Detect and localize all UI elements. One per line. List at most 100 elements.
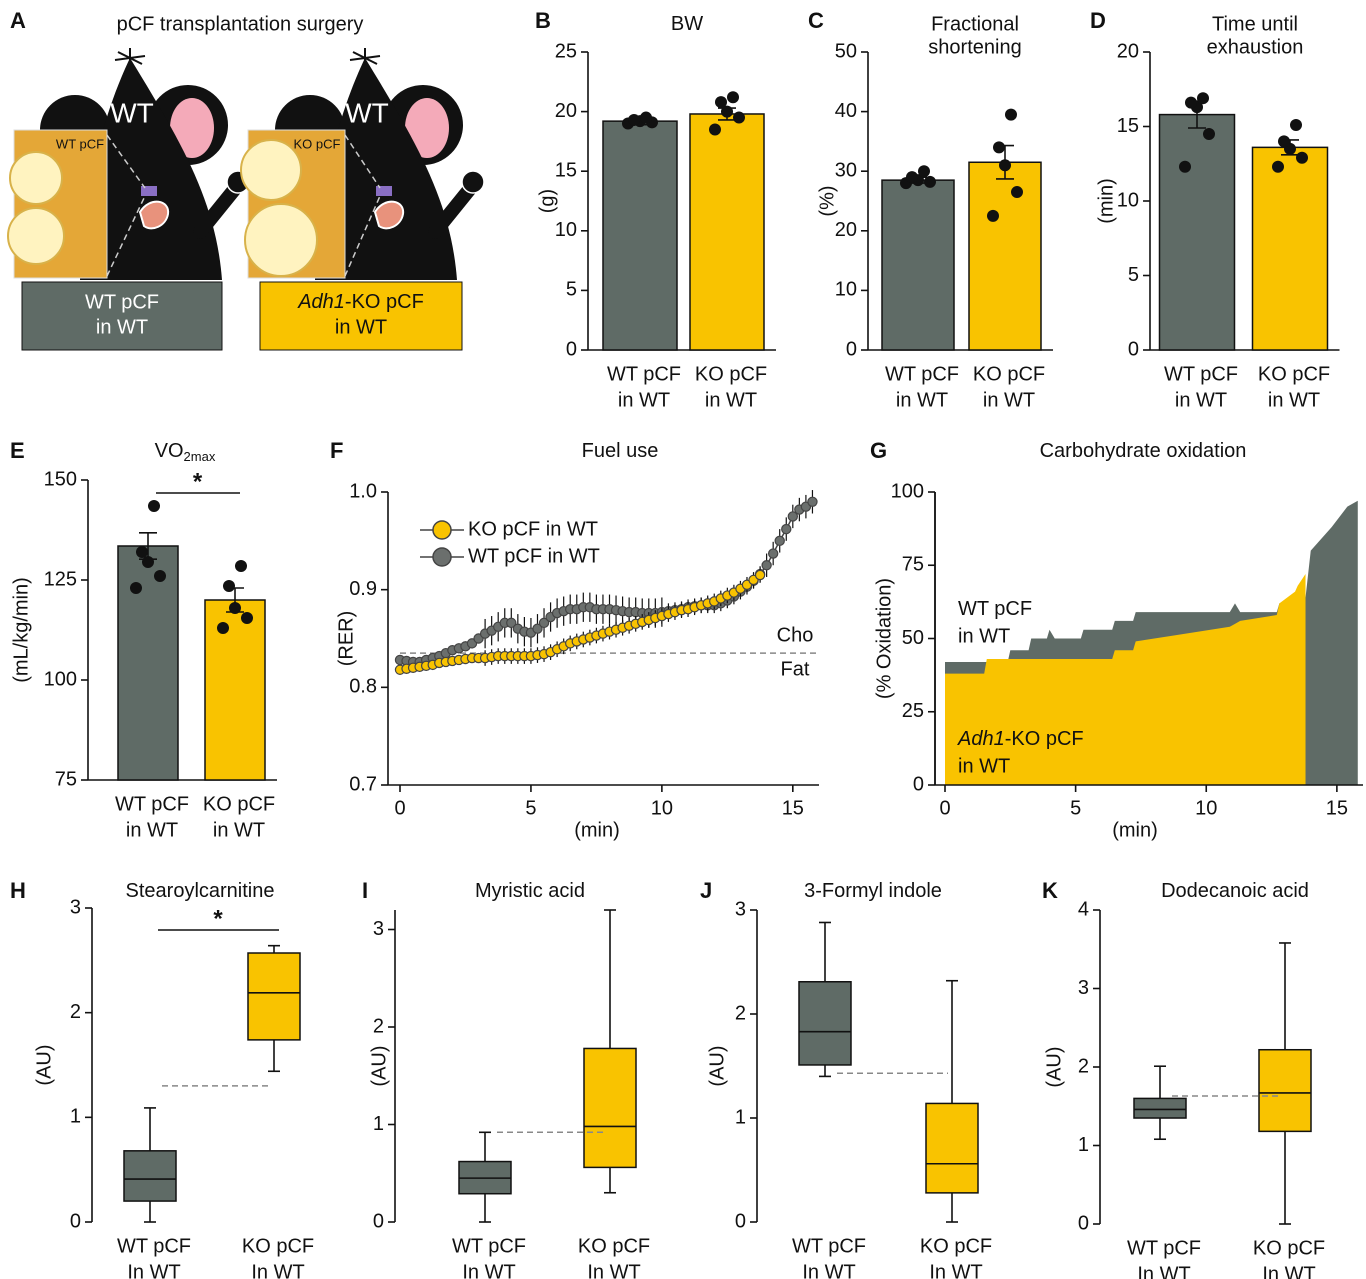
series-point bbox=[769, 549, 778, 558]
data-point bbox=[999, 159, 1011, 171]
chart-title-main: Myristic acid bbox=[475, 880, 585, 902]
y-tick-label: 2 bbox=[1078, 1055, 1089, 1077]
data-point bbox=[1185, 97, 1197, 109]
x-tick-label: In WT bbox=[587, 1261, 640, 1279]
y-axis-label: (%) bbox=[816, 185, 838, 216]
data-point bbox=[727, 91, 739, 103]
cell bbox=[245, 204, 317, 276]
y-axis-label: (min) bbox=[1095, 178, 1117, 224]
chart-title: Stearoylcarnitine bbox=[126, 880, 275, 902]
data-point bbox=[733, 112, 745, 124]
y-tick-label: 5 bbox=[566, 279, 577, 301]
legend-label: WT pCF in WT bbox=[468, 545, 600, 567]
group-label: in WT bbox=[335, 316, 387, 338]
data-point bbox=[235, 560, 247, 572]
series-point bbox=[775, 536, 784, 545]
series-label: WT pCF bbox=[958, 598, 1032, 620]
data-point bbox=[1197, 92, 1209, 104]
box bbox=[1259, 1050, 1311, 1132]
data-point bbox=[1179, 161, 1191, 173]
data-point bbox=[229, 602, 241, 614]
x-tick-label: in WT bbox=[1175, 389, 1227, 411]
y-tick-label: 0.7 bbox=[349, 773, 377, 795]
x-tick-label: WT pCF bbox=[1164, 363, 1238, 385]
chart-title: Fractional bbox=[931, 13, 1019, 35]
x-tick-label: WT pCF bbox=[117, 1235, 191, 1257]
series-point bbox=[808, 497, 817, 506]
y-tick-label: 0.8 bbox=[349, 676, 377, 698]
chart-title-main: Fuel use bbox=[582, 440, 659, 462]
chart-title-main: VO bbox=[155, 440, 184, 462]
chart-title: Carbohydrate oxidation bbox=[1040, 440, 1247, 462]
y-tick-label: 0 bbox=[1078, 1212, 1089, 1234]
y-tick-label: 1 bbox=[373, 1113, 384, 1135]
box bbox=[584, 1048, 636, 1167]
box bbox=[1134, 1098, 1186, 1118]
chart-title: shortening bbox=[928, 36, 1021, 58]
data-point bbox=[1290, 119, 1302, 131]
x-tick-label: 15 bbox=[782, 797, 804, 819]
data-point bbox=[924, 176, 936, 188]
data-point bbox=[148, 500, 160, 512]
chart-title: Time until bbox=[1212, 13, 1298, 35]
data-point bbox=[993, 141, 1005, 153]
x-tick-label: 0 bbox=[394, 797, 405, 819]
x-tick-label: In WT bbox=[462, 1261, 515, 1279]
chart-title: Fuel use bbox=[582, 440, 659, 462]
bar bbox=[205, 600, 265, 780]
bar bbox=[118, 546, 178, 780]
cell bbox=[241, 140, 301, 200]
y-tick-label: 0 bbox=[735, 1210, 746, 1232]
y-axis-label: (mL/kg/min) bbox=[10, 577, 32, 683]
inset-label: KO pCF bbox=[294, 136, 341, 151]
x-tick-label: 5 bbox=[1070, 797, 1081, 819]
y-tick-label: 5 bbox=[1128, 264, 1139, 286]
series-label-text: -KO pCF bbox=[1005, 728, 1084, 750]
y-tick-label: 4 bbox=[1078, 898, 1089, 920]
y-tick-label: 30 bbox=[835, 159, 857, 181]
chart-title: 3-Formyl indole bbox=[804, 880, 942, 902]
whiskers bbox=[115, 48, 145, 66]
x-tick-label: 10 bbox=[1195, 797, 1217, 819]
chart-title: VO2max bbox=[155, 440, 216, 464]
x-tick-label: KO pCF bbox=[695, 363, 767, 385]
data-point bbox=[1203, 128, 1215, 140]
significance: * bbox=[193, 468, 203, 495]
data-point bbox=[130, 582, 142, 594]
series-label-text: WT pCF bbox=[958, 598, 1032, 620]
x-tick-label: WT pCF bbox=[792, 1235, 866, 1257]
box bbox=[799, 982, 851, 1065]
x-tick-label: in WT bbox=[983, 389, 1035, 411]
mouse-label: WT bbox=[345, 97, 389, 128]
bar bbox=[969, 162, 1041, 350]
chart-title: Myristic acid bbox=[475, 880, 585, 902]
x-tick-label: in WT bbox=[1268, 389, 1320, 411]
series-point bbox=[755, 570, 764, 579]
fat-depot bbox=[376, 186, 392, 196]
series-label: Adh1-KO pCF bbox=[957, 728, 1084, 750]
x-tick-label: KO pCF bbox=[578, 1235, 650, 1257]
bar bbox=[1253, 147, 1328, 350]
y-tick-label: 2 bbox=[735, 1002, 746, 1024]
y-axis-label: (AU) bbox=[706, 1045, 728, 1086]
data-point bbox=[136, 546, 148, 558]
y-tick-label: 150 bbox=[44, 468, 77, 490]
y-tick-label: 3 bbox=[373, 918, 384, 940]
y-tick-label: 20 bbox=[555, 100, 577, 122]
x-tick-label: In WT bbox=[251, 1261, 304, 1279]
annotation: Fat bbox=[781, 658, 810, 680]
y-tick-label: 25 bbox=[902, 700, 924, 722]
whiskers bbox=[350, 48, 380, 66]
legend-label: KO pCF in WT bbox=[468, 518, 598, 540]
x-tick-label: In WT bbox=[929, 1261, 982, 1279]
y-axis-label: (AU) bbox=[1043, 1046, 1065, 1087]
box bbox=[124, 1151, 176, 1201]
x-tick-label: 15 bbox=[1326, 797, 1348, 819]
x-tick-label: KO pCF bbox=[203, 793, 275, 815]
chart-title: exhaustion bbox=[1207, 36, 1304, 58]
y-tick-label: 0.9 bbox=[349, 578, 377, 600]
y-tick-label: 1.0 bbox=[349, 480, 377, 502]
data-point bbox=[628, 114, 640, 126]
y-tick-label: 20 bbox=[1117, 40, 1139, 62]
y-axis-label: (AU) bbox=[368, 1045, 390, 1086]
